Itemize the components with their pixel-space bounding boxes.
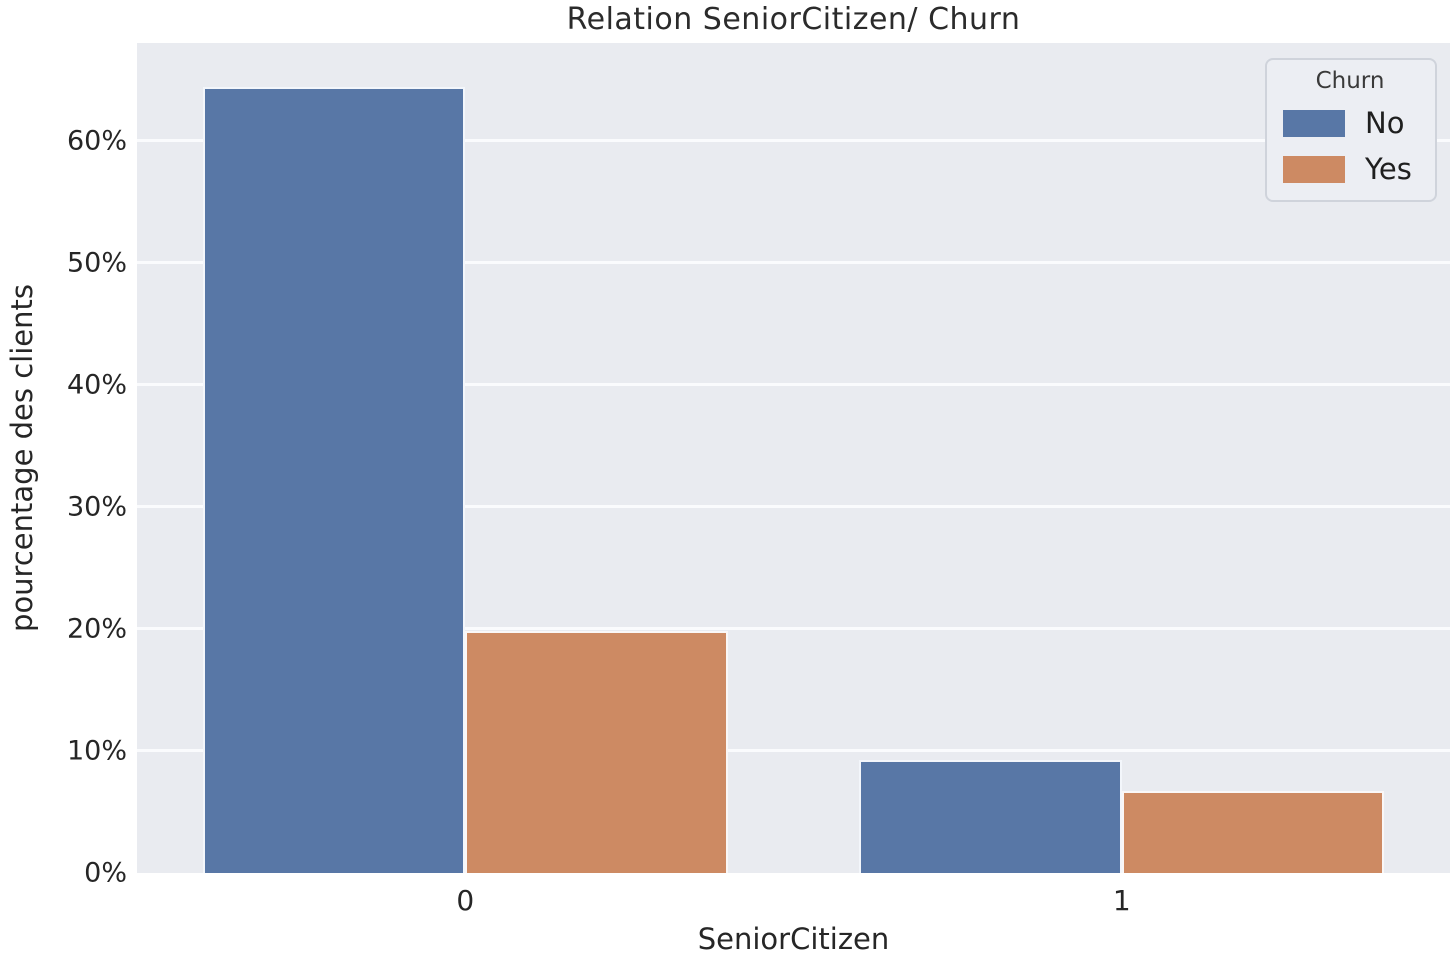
gridline <box>137 627 1450 631</box>
x-tick-label: 1 <box>1112 884 1131 917</box>
legend-entry-yes: Yes <box>1283 152 1417 186</box>
gridline <box>137 261 1450 265</box>
x-tick-label: 0 <box>456 884 475 917</box>
x-axis-label: SeniorCitizen <box>697 922 890 956</box>
legend-label: Yes <box>1365 152 1412 186</box>
legend-swatch-yes <box>1283 155 1345 183</box>
y-tick-label: 60% <box>66 125 127 157</box>
gridline <box>137 505 1450 509</box>
legend: Churn No Yes <box>1265 58 1437 202</box>
legend-title: Churn <box>1315 68 1385 94</box>
legend-rows: No Yes <box>1283 106 1417 186</box>
y-tick-label: 40% <box>66 369 127 401</box>
y-axis-label: pourcentage des clients <box>5 284 39 632</box>
legend-label: No <box>1365 106 1405 140</box>
chart-title: Relation SeniorCitizen/ Churn <box>566 2 1021 37</box>
y-tick-label: 10% <box>66 735 127 767</box>
y-tick-label: 50% <box>66 247 127 279</box>
y-tick-label: 0% <box>84 857 127 889</box>
bar-yes-0 <box>465 631 728 873</box>
gridline <box>137 749 1450 753</box>
legend-entry-no: No <box>1283 106 1417 140</box>
bar-yes-1 <box>1121 791 1385 873</box>
plot-area <box>137 43 1450 873</box>
legend-swatch-no <box>1283 109 1345 137</box>
bar-no-0 <box>202 86 466 873</box>
y-tick-label: 20% <box>66 613 127 645</box>
gridline <box>137 383 1450 387</box>
bar-no-1 <box>859 759 1122 873</box>
y-axis-label-wrap: pourcentage des clients <box>0 43 44 873</box>
gridline <box>137 139 1450 143</box>
y-tick-label: 30% <box>66 491 127 523</box>
